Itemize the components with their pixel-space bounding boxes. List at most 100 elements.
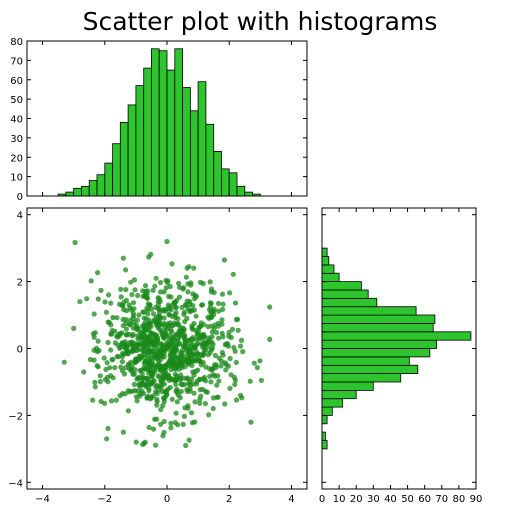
scatter-point (142, 283, 149, 289)
scatter-point (102, 299, 108, 305)
scatter-point (171, 299, 177, 306)
scatter-point (88, 278, 94, 284)
scatter-point (148, 306, 154, 312)
scatter-point (154, 396, 160, 402)
scatter-point (95, 270, 101, 276)
scatter-point (136, 375, 142, 381)
scatter-point (182, 339, 188, 345)
scatter-point (158, 385, 164, 391)
histogram-x-bar (213, 150, 222, 197)
scatter-point (164, 238, 170, 245)
scatter-y-tick-label: −2 (8, 411, 23, 422)
scatter-point (163, 285, 169, 291)
scatter-point (147, 333, 154, 339)
scatter-point (219, 317, 225, 323)
scatter-point (237, 343, 244, 349)
right-histogram: 0 10 20 30 40 50 60 70 80 90 (319, 207, 483, 505)
scatter-point (176, 294, 183, 300)
scatter-point (148, 251, 154, 257)
histogram-x-bar (65, 191, 75, 197)
scatter-point (209, 345, 215, 351)
scatter-point (134, 398, 140, 404)
scatter-point (219, 330, 225, 336)
scatter-point (92, 384, 98, 390)
scatter-point (198, 393, 204, 399)
scatter-point (137, 368, 144, 374)
scatter-point (193, 313, 199, 319)
scatter-point (177, 325, 183, 331)
scatter-point (251, 360, 257, 366)
scatter-point (175, 335, 181, 342)
scatter-point (195, 332, 201, 338)
scatter-point (233, 359, 239, 365)
scatter-point (108, 300, 114, 306)
scatter-point (123, 267, 129, 273)
scatter-point (190, 302, 196, 309)
scatter-point (161, 321, 167, 327)
scatter-point (125, 408, 131, 414)
scatter-point (167, 304, 173, 310)
scatter-point (97, 379, 103, 385)
scatter-point (150, 349, 156, 355)
histogram-x-bar (228, 172, 238, 197)
scatter-point (136, 312, 142, 318)
scatter-point (96, 347, 102, 354)
histogram-x-bar (135, 85, 145, 197)
scatter-point (226, 329, 232, 336)
histogram-x-bar (88, 180, 98, 197)
scatter-point (114, 315, 120, 321)
scatter-point (142, 329, 148, 335)
scatter-point (174, 389, 180, 395)
scatter-point (192, 399, 198, 405)
scatter-point (201, 333, 207, 339)
scatter-point (151, 311, 157, 317)
histogram-x-bar (143, 67, 152, 197)
histogram-y-bar (321, 406, 333, 416)
scatter-point (140, 382, 146, 388)
histogram-y-x-tick-label: 90 (470, 494, 483, 505)
scatter-point (147, 365, 154, 371)
scatter-point (213, 362, 219, 368)
scatter-x-tick-label: 2 (226, 494, 232, 505)
scatter-point (109, 327, 115, 334)
scatter-point (238, 337, 245, 343)
histogram-x-bar (81, 185, 90, 197)
scatter-point (145, 321, 151, 327)
scatter-point (113, 397, 119, 403)
scatter-point (202, 401, 208, 407)
histogram-x-y-tick-label: 80 (10, 37, 23, 48)
scatter-point (118, 286, 124, 292)
scatter-point (232, 300, 239, 306)
scatter-point (219, 321, 225, 327)
scatter-point (137, 391, 144, 397)
scatter-point (221, 257, 227, 263)
scatter-point (204, 389, 210, 395)
scatter-point (185, 405, 191, 411)
scatter-point (127, 305, 133, 311)
scatter-point (180, 421, 186, 427)
scatter-point (140, 288, 146, 294)
scatter-point (129, 348, 135, 354)
scatter-point (123, 287, 129, 293)
scatter-point (209, 367, 215, 373)
scatter-point (166, 336, 172, 342)
scatter-point (103, 309, 109, 315)
scatter-point (105, 379, 111, 385)
histogram-x-y-tick-label: 10 (10, 173, 23, 184)
scatter-point (215, 300, 222, 307)
histogram-y-x-tick-label: 60 (418, 494, 431, 505)
scatter-point (95, 296, 101, 302)
scatter-point (212, 373, 218, 379)
scatter-point (184, 298, 190, 304)
scatter-point (104, 360, 110, 366)
scatter-x-tick-label: −4 (35, 494, 50, 505)
scatter-point (169, 354, 175, 360)
histogram-y-bar (321, 373, 402, 383)
histogram-y-bar (321, 272, 340, 283)
scatter-point (222, 401, 228, 407)
scatter-point (161, 315, 167, 321)
scatter-point (183, 359, 189, 365)
scatter-point (168, 425, 174, 431)
scatter-point (173, 410, 179, 416)
scatter-point (109, 357, 115, 363)
